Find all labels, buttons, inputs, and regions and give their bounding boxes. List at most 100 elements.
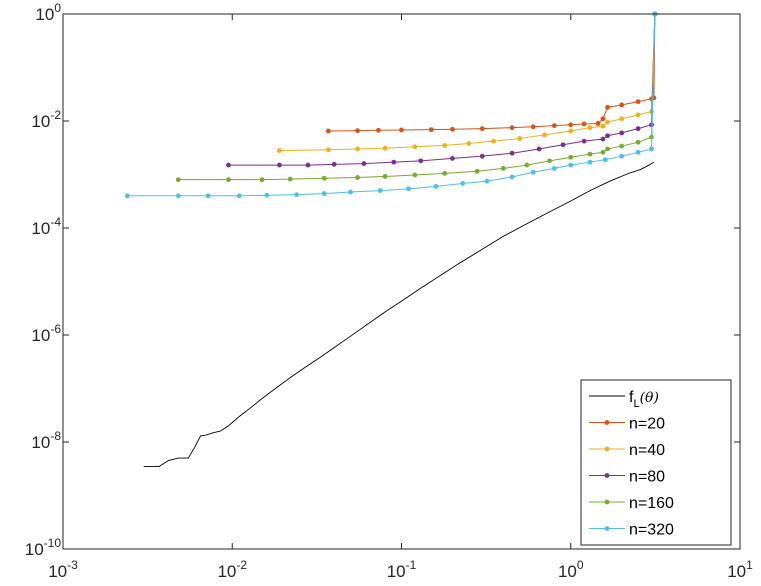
data-point <box>264 192 270 198</box>
y-tick-label: 10-2 <box>31 108 61 131</box>
data-point <box>649 146 654 152</box>
data-point <box>375 127 381 133</box>
legend-entry: n=20 <box>589 416 665 433</box>
x-tick-label: 10-3 <box>48 558 78 581</box>
data-point <box>551 123 557 129</box>
data-point <box>466 141 472 146</box>
data-point <box>175 193 181 199</box>
series-5 <box>124 11 658 199</box>
data-point <box>331 161 337 167</box>
legend-label: n=320 <box>629 522 674 539</box>
data-point <box>587 125 593 131</box>
data-point <box>509 174 515 180</box>
data-point <box>501 166 506 171</box>
data-point <box>321 191 327 196</box>
legend-label: n=40 <box>629 442 665 459</box>
data-point <box>479 153 485 159</box>
legend-swatch-marker <box>604 446 610 452</box>
data-point <box>568 154 574 160</box>
data-point <box>547 158 552 164</box>
data-point <box>287 176 293 182</box>
data-point <box>442 142 448 148</box>
series-layer <box>124 11 658 467</box>
data-point <box>175 177 181 183</box>
data-point <box>205 193 211 199</box>
data-point <box>236 193 242 199</box>
data-point <box>124 193 130 199</box>
data-point <box>326 147 331 153</box>
data-point <box>568 122 574 128</box>
legend-label: n=20 <box>629 416 665 433</box>
data-point <box>602 157 608 162</box>
data-point <box>391 159 397 165</box>
series-line <box>143 161 655 467</box>
data-point <box>600 123 606 129</box>
data-point <box>361 161 367 166</box>
y-tick-label: 10-8 <box>31 429 61 452</box>
data-point <box>619 116 625 122</box>
y-tick-label: 10-10 <box>25 536 62 559</box>
data-point <box>581 121 587 127</box>
data-point <box>635 139 641 145</box>
data-point <box>321 175 327 181</box>
data-point <box>442 170 448 176</box>
legend-swatch-marker <box>604 420 610 425</box>
data-point <box>412 172 418 178</box>
series-0 <box>143 161 655 467</box>
data-point <box>259 177 265 183</box>
legend-entry: fL(θ) <box>589 389 659 410</box>
data-point <box>433 183 439 189</box>
legend-entry: n=80 <box>589 469 665 486</box>
data-point <box>568 128 574 134</box>
x-tick-label: 10-1 <box>387 558 417 581</box>
data-point <box>355 175 360 180</box>
legend-swatch-marker <box>604 499 610 505</box>
data-point <box>460 181 466 186</box>
series-3 <box>226 11 658 168</box>
x-tick-label: 10-2 <box>217 558 247 581</box>
x-tick-label: 101 <box>727 558 753 581</box>
data-point <box>524 162 530 168</box>
series-line <box>328 13 656 132</box>
data-point <box>605 146 610 152</box>
data-point <box>226 162 231 168</box>
data-point <box>605 133 610 139</box>
axis-ticks <box>62 13 741 550</box>
data-point <box>355 128 360 134</box>
legend-swatch-marker <box>604 526 610 531</box>
data-point <box>479 126 485 132</box>
data-point <box>355 146 360 152</box>
data-point <box>595 121 601 126</box>
data-point <box>600 136 606 142</box>
data-point <box>491 138 496 144</box>
data-point <box>542 132 547 138</box>
data-point <box>294 192 299 198</box>
data-point <box>605 104 610 110</box>
data-point <box>412 144 418 150</box>
data-point <box>530 169 536 175</box>
data-point <box>560 142 566 148</box>
data-point <box>450 126 455 132</box>
data-point <box>587 151 593 157</box>
legend-label: fL(θ) <box>629 389 659 410</box>
data-point <box>517 136 523 141</box>
data-point <box>635 99 641 105</box>
x-tick-label: 100 <box>558 558 584 581</box>
legend-label: n=80 <box>629 469 665 486</box>
data-point <box>277 162 282 168</box>
data-point <box>326 128 331 134</box>
axis-tick-labels: 10-3 10-2 10-1 100 101 10-10 10-8 10-6 10-4 10-2 1… <box>25 1 753 581</box>
data-point <box>635 126 641 132</box>
data-point <box>509 150 515 156</box>
legend-swatch-marker <box>604 473 610 478</box>
data-point <box>619 130 625 136</box>
legend-box <box>580 379 732 546</box>
legend-entry: n=160 <box>589 495 674 512</box>
data-point <box>305 162 311 168</box>
data-point <box>600 149 606 155</box>
y-tick-label: 10-6 <box>31 322 61 345</box>
data-point <box>226 177 231 183</box>
data-point <box>399 127 404 133</box>
data-point <box>382 145 388 151</box>
